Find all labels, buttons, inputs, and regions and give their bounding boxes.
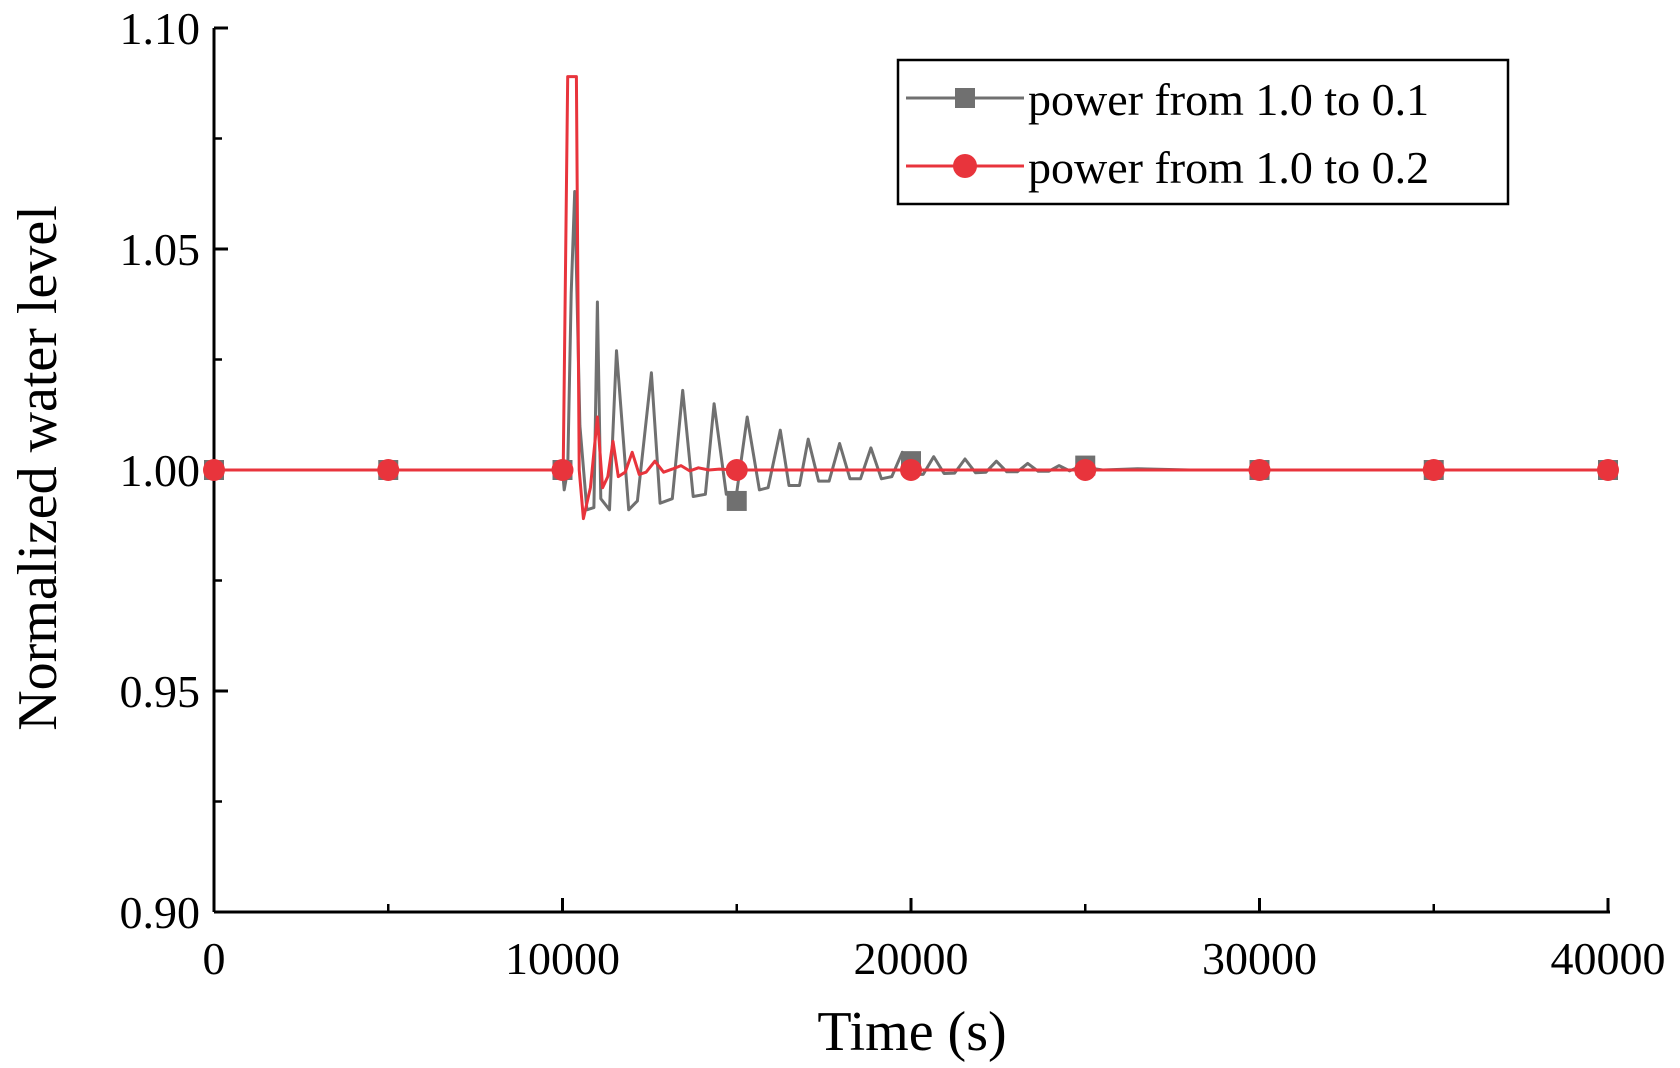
series-2-marker bbox=[900, 459, 922, 481]
x-ticks: 0 10000 20000 30000 40000 bbox=[203, 898, 1666, 984]
legend-marker-series-2 bbox=[953, 154, 977, 178]
legend-label-series-2: power from 1.0 to 0.2 bbox=[1028, 142, 1429, 193]
y-ticks: 0.90 0.95 1.00 1.05 1.10 bbox=[120, 3, 228, 938]
series-1-marker bbox=[726, 490, 747, 511]
y-tick-label: 1.05 bbox=[120, 224, 201, 275]
legend-marker-series-1 bbox=[955, 88, 975, 108]
series-2-marker bbox=[1597, 459, 1619, 481]
series-2-marker bbox=[1248, 459, 1271, 481]
series-layer bbox=[214, 75, 1608, 521]
marker-layer bbox=[203, 451, 1619, 511]
x-axis-title: Time (s) bbox=[817, 1001, 1006, 1063]
x-tick-label: 20000 bbox=[854, 933, 969, 984]
legend-box bbox=[896, 58, 1510, 206]
series-2-marker bbox=[1422, 459, 1445, 481]
series-line-2 bbox=[214, 75, 1608, 521]
series-2-marker bbox=[725, 459, 748, 481]
x-tick-label: 10000 bbox=[505, 933, 620, 984]
y-tick-label: 1.10 bbox=[120, 3, 201, 54]
legend-label-series-1: power from 1.0 to 0.1 bbox=[1028, 74, 1429, 125]
y-tick-label: 1.00 bbox=[120, 445, 201, 496]
x-tick-label: 0 bbox=[203, 933, 226, 984]
legend: power from 1.0 to 0.1 power from 1.0 to … bbox=[896, 58, 1510, 206]
series-2-marker bbox=[1074, 459, 1097, 481]
y-tick-label: 0.95 bbox=[120, 666, 201, 717]
y-tick-label: 0.90 bbox=[120, 887, 201, 938]
y-axis-title: Normalized water level bbox=[7, 205, 69, 731]
series-2-marker bbox=[377, 459, 400, 481]
series-2-marker bbox=[551, 459, 574, 481]
x-tick-label: 30000 bbox=[1202, 933, 1317, 984]
x-tick-label: 40000 bbox=[1551, 933, 1666, 984]
series-2-marker bbox=[203, 459, 225, 481]
